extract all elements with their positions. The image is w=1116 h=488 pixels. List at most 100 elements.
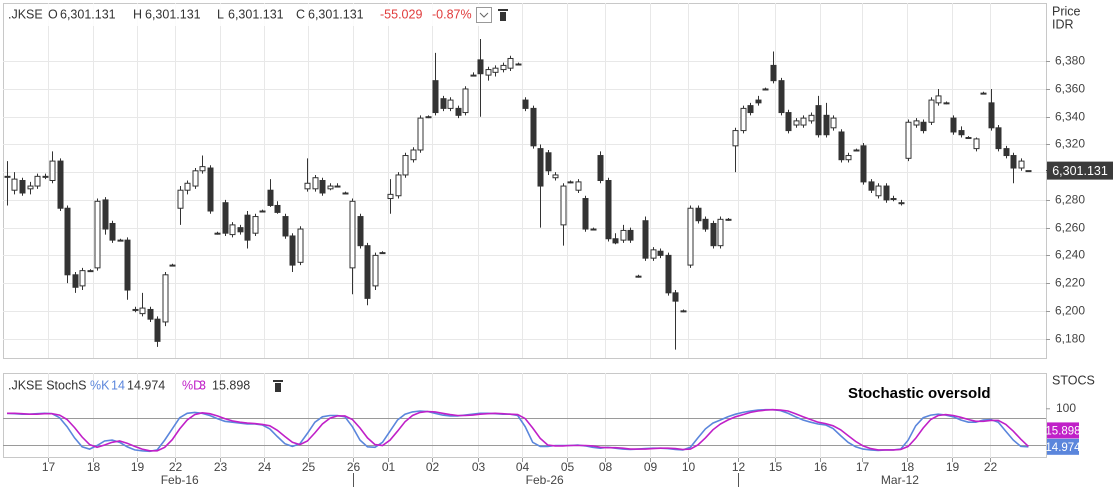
candle-body xyxy=(612,238,619,244)
x-tick-label: 23 xyxy=(214,460,228,474)
x-tick-label: 19 xyxy=(946,460,960,474)
candle-body xyxy=(252,216,259,234)
candle-body xyxy=(808,114,815,122)
candle-body xyxy=(845,155,852,161)
candle-body xyxy=(710,222,717,247)
candle-body xyxy=(440,98,447,109)
value-tag-label: 14.974 xyxy=(1045,442,1081,454)
candle-body xyxy=(432,80,439,114)
x-tick-label: 16 xyxy=(814,460,828,474)
x-tick-label: 19 xyxy=(131,460,145,474)
y-tick-label: 6,280 xyxy=(1055,193,1085,207)
candle-body xyxy=(27,185,34,190)
last-price-tag xyxy=(1047,161,1113,180)
x-tick-label: 01 xyxy=(382,460,396,474)
candle-body xyxy=(334,185,341,188)
candle-body xyxy=(282,216,289,237)
candle-body xyxy=(79,270,86,287)
candle-body xyxy=(117,239,124,242)
x-tick-label: 24 xyxy=(258,460,272,474)
symbol: .JKSE xyxy=(8,7,43,21)
candle-body xyxy=(717,218,724,247)
candle-body xyxy=(552,174,559,179)
price-panel xyxy=(3,3,1047,359)
close-label: C xyxy=(296,7,305,21)
x-tick-label: 08 xyxy=(599,460,613,474)
d-label: %D xyxy=(182,378,202,392)
candle-body xyxy=(34,175,41,187)
candle-body xyxy=(823,114,830,136)
stoch-axis-title: STOCS xyxy=(1052,373,1095,387)
candle-body xyxy=(184,182,191,191)
candle-body xyxy=(838,131,845,161)
candle-body xyxy=(327,185,334,190)
candle-body xyxy=(567,181,574,184)
candle-body xyxy=(507,57,514,69)
k-period: 14 xyxy=(111,378,125,392)
candle-body xyxy=(297,228,304,263)
candle-body xyxy=(793,120,800,126)
candle-body xyxy=(620,229,627,241)
candle-body xyxy=(973,138,980,150)
open-value: 6,301.131 xyxy=(60,7,116,21)
high-value: 6,301.131 xyxy=(145,7,201,21)
candle-body xyxy=(642,220,649,259)
candle-body xyxy=(364,245,371,299)
candle-body xyxy=(57,160,64,209)
candle-body xyxy=(875,185,882,197)
stoch-title: .JKSE StochS xyxy=(8,378,87,392)
candle-body xyxy=(695,207,702,222)
candle-body xyxy=(417,117,424,151)
candle-body xyxy=(485,69,492,76)
x-tick-label: 02 xyxy=(426,460,440,474)
candle-body xyxy=(64,207,71,276)
value-tag-label: 15.898 xyxy=(1045,425,1080,437)
candle-body xyxy=(575,181,582,191)
x-tick-label: 04 xyxy=(516,460,530,474)
candle-body xyxy=(312,177,319,190)
y-tick-label: 6,340 xyxy=(1055,110,1085,124)
value-tag xyxy=(1047,422,1079,439)
candle-body xyxy=(72,274,79,288)
x-tick-label: 18 xyxy=(901,460,915,474)
candle-body xyxy=(342,192,349,195)
candle-body xyxy=(267,189,274,206)
candle-body xyxy=(762,88,769,91)
candle-body xyxy=(4,175,11,178)
candle-body xyxy=(132,308,139,311)
price-axis-title: Price xyxy=(1052,4,1081,18)
candle-body xyxy=(379,252,386,255)
y-tick-label: 6,360 xyxy=(1055,82,1085,96)
candle-body xyxy=(237,227,244,233)
candle-body xyxy=(732,130,739,147)
candle-body xyxy=(1025,170,1032,173)
grid xyxy=(3,3,1046,458)
candle-body xyxy=(274,204,281,213)
candle-body xyxy=(357,216,364,247)
candle-body xyxy=(169,264,176,267)
x-tick-label: 05 xyxy=(561,460,575,474)
candle-body xyxy=(244,214,251,241)
delete-button[interactable] xyxy=(498,9,508,21)
candle-body xyxy=(229,224,236,236)
x-tick-label: 18 xyxy=(87,460,101,474)
x-tick-label: 22 xyxy=(169,460,183,474)
delete-stoch-button[interactable] xyxy=(273,380,283,392)
dropdown-button[interactable] xyxy=(476,7,492,23)
open-label: O xyxy=(48,7,58,21)
annotation: Stochastic oversold xyxy=(848,385,991,402)
candle-body xyxy=(725,218,732,221)
candle-body xyxy=(680,310,687,313)
candle-body xyxy=(650,249,657,259)
candle-body xyxy=(349,200,356,269)
candle-body xyxy=(530,107,537,147)
candle-body xyxy=(304,182,311,190)
x-tick-label: 03 xyxy=(472,460,486,474)
d-value: 15.898 xyxy=(212,378,250,392)
candle-body xyxy=(860,145,867,183)
candle-body xyxy=(590,228,597,231)
candle-body xyxy=(965,137,972,140)
k-label: %K xyxy=(90,378,110,392)
y-tick-label: 6,220 xyxy=(1055,276,1085,290)
candle-body xyxy=(920,121,927,132)
